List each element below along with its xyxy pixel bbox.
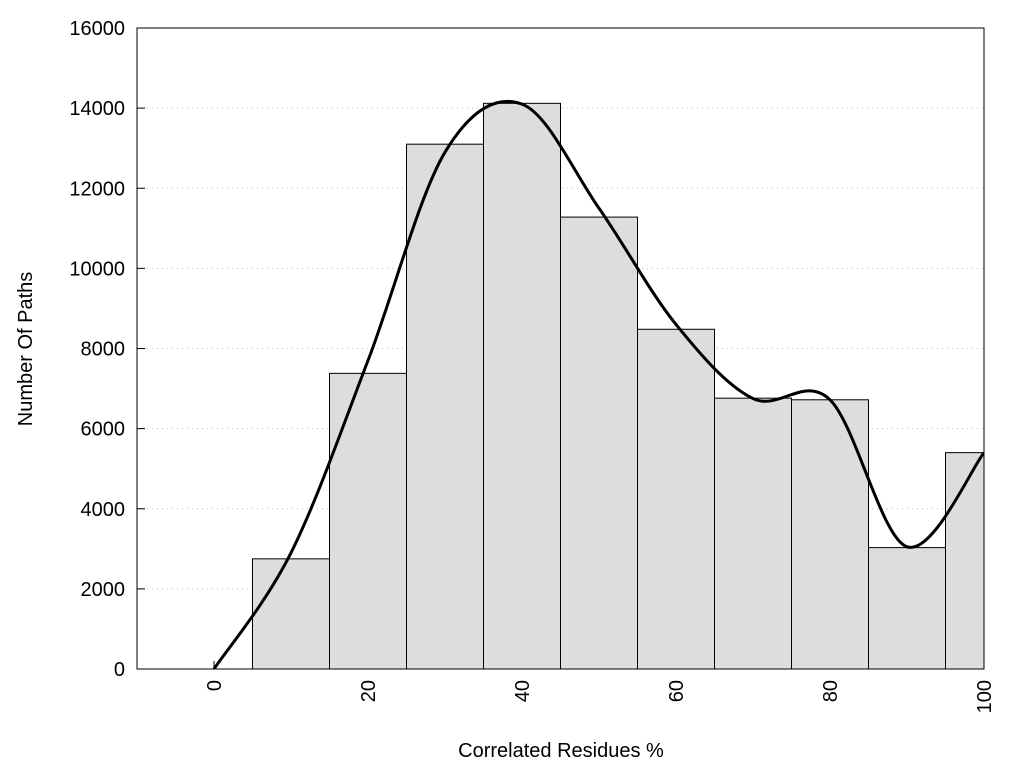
x-tick-label: 80 (820, 680, 842, 702)
bar (791, 399, 869, 669)
y-tick-label: 14000 (69, 98, 125, 120)
y-tick-label: 4000 (81, 499, 126, 521)
y-tick-label: 0 (114, 659, 125, 681)
y-tick-label: 16000 (69, 18, 125, 40)
plot-frame (136, 27, 985, 670)
y-axis-label: Number Of Paths (15, 272, 37, 427)
x-tick-label: 0 (204, 680, 226, 691)
x-tick-label: 40 (512, 680, 534, 702)
density-line (212, 99, 984, 669)
y-tick-label: 2000 (81, 579, 126, 601)
plot-area (212, 99, 984, 669)
y-tick-label: 12000 (69, 178, 125, 200)
x-axis-label: Correlated Residues % (458, 740, 664, 762)
bar (945, 452, 984, 669)
bar (406, 143, 484, 669)
y-tick-label: 8000 (81, 339, 126, 361)
x-tick-label: 20 (358, 680, 380, 702)
bar (714, 397, 792, 669)
bar (868, 547, 946, 669)
bar (637, 328, 715, 669)
y-tick-label: 6000 (81, 419, 126, 441)
x-tick-label: 100 (974, 680, 996, 713)
bar (252, 558, 330, 669)
x-tick-label: 60 (666, 680, 688, 702)
bar (483, 102, 561, 669)
y-tick-label: 10000 (69, 258, 125, 280)
bar (329, 372, 407, 669)
bar (560, 216, 638, 669)
